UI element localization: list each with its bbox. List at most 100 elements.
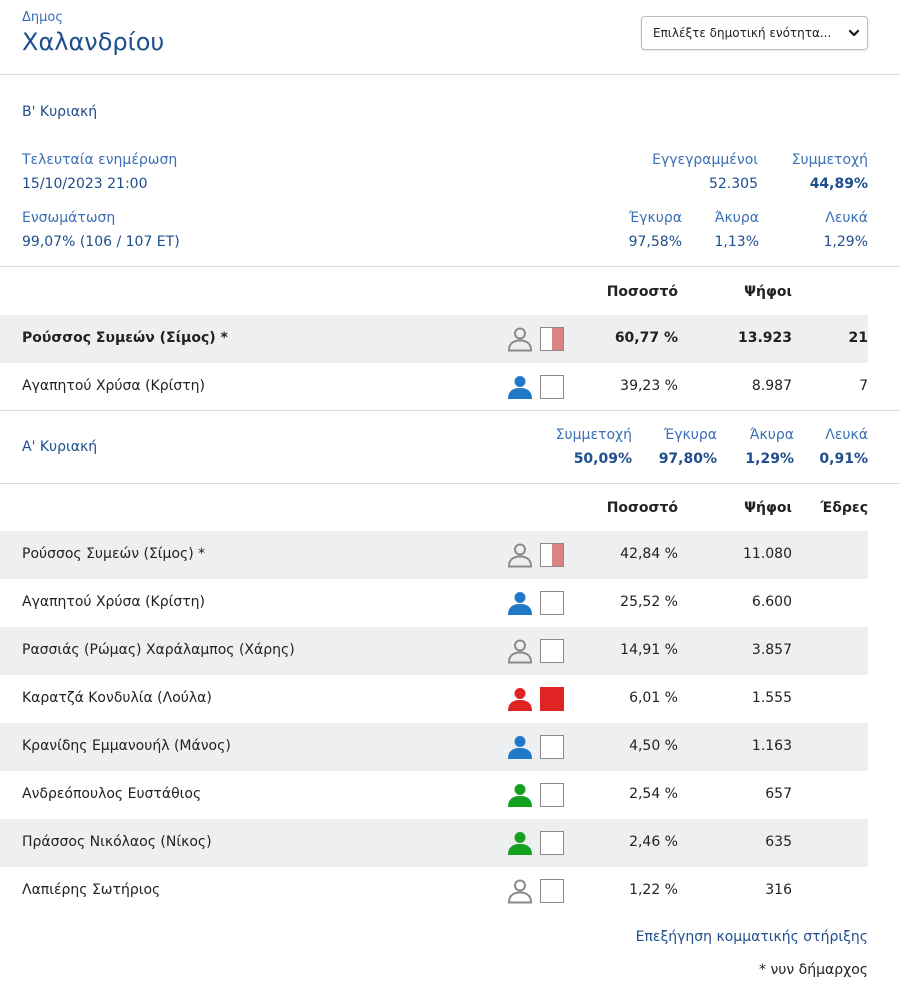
candidate-votes: 3.857 — [751, 642, 792, 658]
second-round-title: Β' Κυριακή — [22, 104, 98, 120]
first-turnout-value: 50,09% — [573, 451, 632, 467]
candidate-seats: 7 — [859, 378, 868, 394]
turnout-value: 44,89% — [809, 176, 868, 192]
party-support-indicator — [540, 687, 564, 711]
person-icon — [506, 686, 534, 712]
candidate-name: Λαπιέρης Σωτήριος — [22, 882, 161, 898]
first-valid-label: Έγκυρα — [663, 427, 717, 443]
candidate-percent: 6,01 % — [629, 690, 678, 706]
municipality-label: Δημος — [22, 10, 63, 25]
candidate-votes: 6.600 — [751, 594, 792, 610]
candidate-votes: 316 — [765, 882, 792, 898]
candidate-name: Ρούσσος Συμεών (Σίμος) * — [22, 330, 228, 346]
incumbent-note: * νυν δήμαρχος — [759, 962, 868, 978]
first-blank-label: Λευκά — [825, 427, 868, 443]
first-col-votes-header: Ψήφοι — [744, 500, 792, 516]
person-icon — [506, 326, 534, 352]
candidate-votes: 8.987 — [751, 378, 792, 394]
person-icon — [506, 638, 534, 664]
party-support-indicator — [540, 543, 564, 567]
party-support-indicator — [540, 591, 564, 615]
divider — [0, 266, 900, 267]
party-support-indicator — [540, 879, 564, 903]
blank-value: 1,29% — [823, 234, 868, 250]
first-invalid-value: 1,29% — [745, 451, 794, 467]
candidate-percent: 60,77 % — [614, 330, 678, 346]
candidate-name: Αγαπητού Χρύσα (Κρίστη) — [22, 594, 205, 610]
candidate-row: Ανδρεόπουλος Ευστάθιος 2,54 % 657 — [0, 771, 868, 819]
first-col-percent-header: Ποσοστό — [606, 500, 678, 516]
incorporation-value: 99,07% (106 / 107 ΕΤ) — [22, 234, 180, 250]
first-col-seats-header: Έδρες — [820, 500, 868, 516]
unit-select[interactable]: Επιλέξτε δημοτική ενότητα... — [641, 16, 868, 50]
invalid-value: 1,13% — [714, 234, 759, 250]
candidate-row: Αγαπητού Χρύσα (Κρίστη) 25,52 % 6.600 — [0, 579, 868, 627]
candidate-row: Ρούσσος Συμεών (Σίμος) * 60,77 % 13.923 21 — [0, 315, 868, 363]
candidate-row: Ρούσσος Συμεών (Σίμος) * 42,84 % 11.080 — [0, 531, 868, 579]
candidate-row: Πράσσος Νικόλαος (Νίκος) 2,46 % 635 — [0, 819, 868, 867]
party-support-indicator — [540, 735, 564, 759]
valid-label: Έγκυρα — [628, 210, 682, 226]
candidate-percent: 14,91 % — [620, 642, 678, 658]
candidate-percent: 2,46 % — [629, 834, 678, 850]
person-icon — [506, 374, 534, 400]
chevron-down-icon — [848, 29, 860, 37]
divider — [0, 410, 900, 411]
candidate-percent: 1,22 % — [629, 882, 678, 898]
last-update-value: 15/10/2023 21:00 — [22, 176, 148, 192]
col-percent-header: Ποσοστό — [606, 284, 678, 300]
person-icon — [506, 590, 534, 616]
last-update-label: Τελευταία ενημέρωση — [22, 152, 178, 168]
incorporation-label: Ενσωμάτωση — [22, 210, 116, 226]
candidate-name: Καρατζά Κονδυλία (Λούλα) — [22, 690, 212, 706]
party-support-explanation-link[interactable]: Επεξήγηση κομματικής στήριξης — [635, 929, 868, 945]
candidate-name: Ρούσσος Συμεών (Σίμος) * — [22, 546, 206, 562]
candidate-percent: 39,23 % — [620, 378, 678, 394]
first-round-title: Α' Κυριακή — [22, 439, 98, 455]
candidate-row: Λαπιέρης Σωτήριος 1,22 % 316 — [0, 867, 868, 915]
person-icon — [506, 830, 534, 856]
candidate-name: Ρασσιάς (Ρώμας) Χαράλαμπος (Χάρης) — [22, 642, 295, 658]
first-turnout-label: Συμμετοχή — [555, 427, 632, 443]
party-support-indicator — [540, 327, 564, 351]
candidate-votes: 1.555 — [751, 690, 792, 706]
blank-label: Λευκά — [825, 210, 868, 226]
party-support-indicator — [540, 375, 564, 399]
candidate-percent: 25,52 % — [620, 594, 678, 610]
candidate-row: Καρατζά Κονδυλία (Λούλα) 6,01 % 1.555 — [0, 675, 868, 723]
first-invalid-label: Άκυρα — [749, 427, 794, 443]
candidate-percent: 2,54 % — [629, 786, 678, 802]
candidate-percent: 42,84 % — [620, 546, 678, 562]
candidate-percent: 4,50 % — [629, 738, 678, 754]
candidate-votes: 657 — [765, 786, 792, 802]
candidate-name: Κρανίδης Εμμανουήλ (Μάνος) — [22, 738, 231, 754]
party-support-indicator — [540, 639, 564, 663]
valid-value: 97,58% — [628, 234, 682, 250]
candidate-votes: 1.163 — [751, 738, 792, 754]
party-support-fill — [541, 688, 563, 710]
person-icon — [506, 734, 534, 760]
first-valid-value: 97,80% — [658, 451, 717, 467]
person-icon — [506, 782, 534, 808]
registered-label: Εγγεγραμμένοι — [652, 152, 758, 168]
municipality-name: Χαλανδρίου — [22, 28, 165, 56]
candidate-row: Κρανίδης Εμμανουήλ (Μάνος) 4,50 % 1.163 — [0, 723, 868, 771]
candidate-votes: 13.923 — [737, 330, 792, 346]
candidate-votes: 11.080 — [743, 546, 792, 562]
candidate-row: Αγαπητού Χρύσα (Κρίστη) 39,23 % 8.987 7 — [0, 363, 868, 411]
invalid-label: Άκυρα — [714, 210, 759, 226]
registered-value: 52.305 — [709, 176, 758, 192]
person-icon — [506, 542, 534, 568]
candidate-row: Ρασσιάς (Ρώμας) Χαράλαμπος (Χάρης) 14,91 … — [0, 627, 868, 675]
unit-select-value: Επιλέξτε δημοτική ενότητα... — [653, 26, 832, 40]
candidate-name: Πράσσος Νικόλαος (Νίκος) — [22, 834, 212, 850]
first-blank-value: 0,91% — [819, 451, 868, 467]
party-support-indicator — [540, 831, 564, 855]
col-votes-header: Ψήφοι — [744, 284, 792, 300]
person-icon — [506, 878, 534, 904]
candidate-votes: 635 — [765, 834, 792, 850]
page-header: Δημος Χαλανδρίου Επιλέξτε δημοτική ενότη… — [0, 0, 900, 75]
turnout-label: Συμμετοχή — [791, 152, 868, 168]
candidate-seats: 21 — [848, 330, 868, 346]
candidate-name: Αγαπητού Χρύσα (Κρίστη) — [22, 378, 205, 394]
